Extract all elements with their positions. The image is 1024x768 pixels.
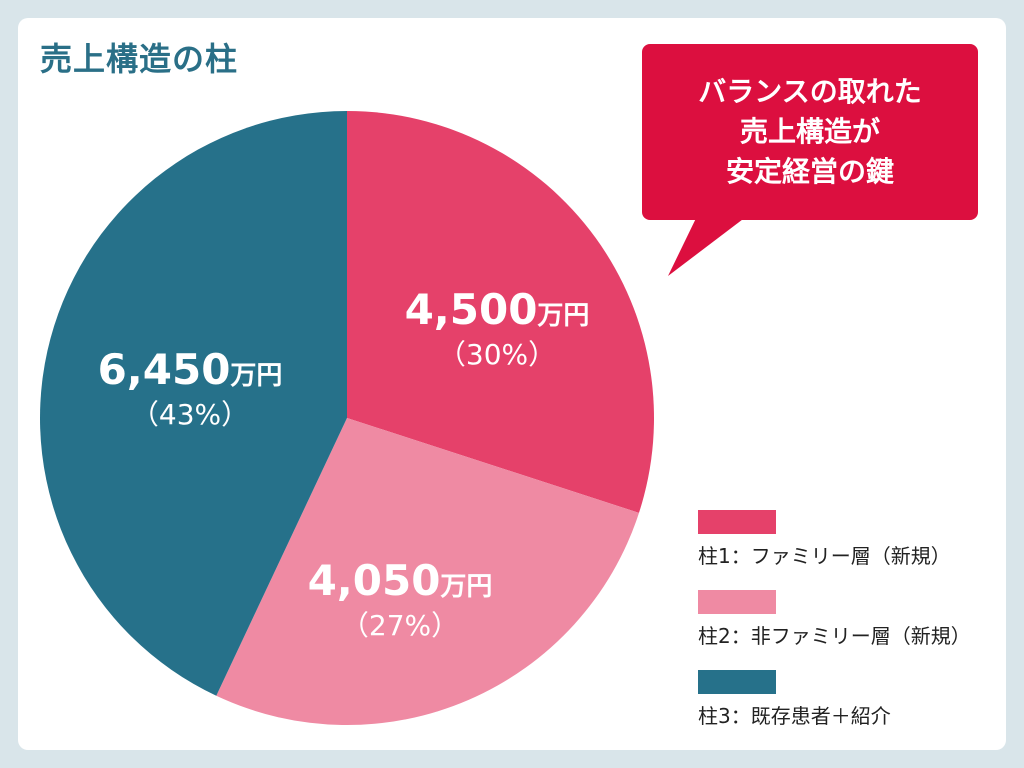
slice-value: 6,450 bbox=[97, 345, 231, 394]
slice-value: 4,050 bbox=[307, 556, 441, 605]
chart-title: 売上構造の柱 bbox=[40, 40, 239, 78]
callout-box: バランスの取れた 売上構造が 安定経営の鍵 bbox=[642, 44, 978, 220]
legend-label: 柱1：ファミリー層（新規） bbox=[698, 544, 951, 568]
slice-percent: （43%） bbox=[130, 398, 250, 431]
slice-label-pillar-3: 6,450万円 （43%） bbox=[98, 345, 283, 435]
pie-slice-pillar-3 bbox=[39, 110, 347, 696]
legend-label: 柱2：非ファミリー層（新規） bbox=[698, 624, 971, 648]
callout-tail bbox=[668, 210, 755, 276]
legend-label: 柱3：既存患者＋紹介 bbox=[698, 704, 891, 728]
pie-slice-pillar-2 bbox=[216, 418, 639, 726]
slice-label-pillar-2: 4,050万円 （27%） bbox=[308, 556, 493, 646]
slice-unit: 万円 bbox=[440, 572, 493, 602]
callout-line-3: 安定経営の鍵 bbox=[725, 155, 894, 188]
slice-unit: 万円 bbox=[230, 361, 283, 391]
legend-item-pillar-2: 柱2：非ファミリー層（新規） bbox=[698, 590, 998, 670]
slice-value: 4,500 bbox=[404, 285, 538, 334]
callout-line-2: 売上構造が bbox=[739, 115, 880, 148]
legend-item-pillar-1: 柱1：ファミリー層（新規） bbox=[698, 510, 998, 590]
callout-line-1: バランスの取れた bbox=[698, 75, 922, 108]
legend-item-pillar-3: 柱3：既存患者＋紹介 bbox=[698, 670, 998, 750]
slice-unit: 万円 bbox=[537, 301, 590, 331]
chart-legend: 柱1：ファミリー層（新規） 柱2：非ファミリー層（新規） 柱3：既存患者＋紹介 bbox=[698, 510, 998, 750]
legend-swatch bbox=[698, 670, 776, 694]
legend-swatch bbox=[698, 510, 776, 534]
legend-swatch bbox=[698, 590, 776, 614]
pie-slice-pillar-1 bbox=[347, 111, 655, 513]
slice-percent: （30%） bbox=[437, 338, 557, 371]
slice-percent: （27%） bbox=[340, 609, 460, 642]
slice-label-pillar-1: 4,500万円 （30%） bbox=[405, 285, 590, 375]
